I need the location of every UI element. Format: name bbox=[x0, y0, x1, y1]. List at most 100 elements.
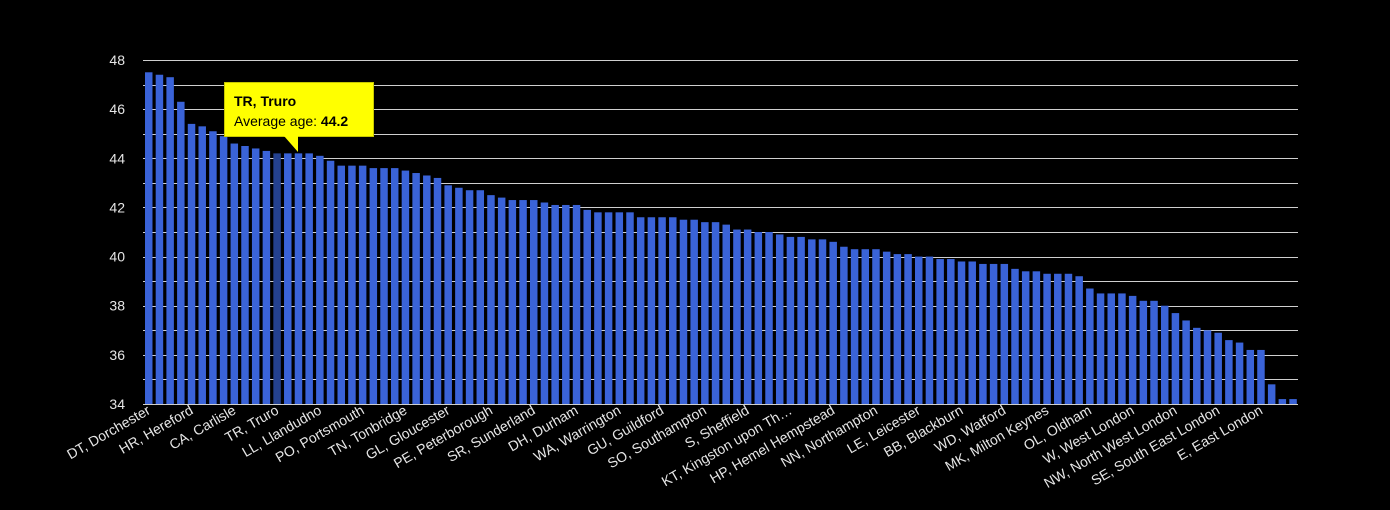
bar[interactable] bbox=[786, 236, 795, 404]
bar[interactable] bbox=[872, 249, 880, 404]
bar[interactable] bbox=[326, 160, 335, 404]
bar[interactable] bbox=[1107, 293, 1115, 404]
bar[interactable] bbox=[316, 155, 324, 404]
bar[interactable] bbox=[1182, 320, 1190, 404]
bar[interactable] bbox=[294, 153, 303, 404]
bar[interactable] bbox=[947, 259, 955, 404]
bar[interactable] bbox=[155, 74, 164, 405]
bar[interactable] bbox=[166, 77, 174, 404]
bar[interactable] bbox=[369, 168, 378, 404]
bar[interactable] bbox=[444, 185, 452, 404]
bar[interactable] bbox=[840, 246, 848, 404]
bar[interactable] bbox=[1203, 330, 1212, 404]
bar[interactable] bbox=[540, 202, 549, 404]
bar[interactable] bbox=[1171, 313, 1180, 404]
bar[interactable] bbox=[936, 259, 944, 404]
bar[interactable] bbox=[743, 229, 752, 404]
bar[interactable] bbox=[1043, 273, 1051, 404]
bar[interactable] bbox=[1267, 384, 1276, 404]
bar[interactable] bbox=[818, 239, 827, 404]
bar[interactable] bbox=[701, 222, 709, 404]
bar[interactable] bbox=[915, 256, 923, 404]
bar[interactable] bbox=[508, 200, 517, 404]
bar[interactable] bbox=[979, 263, 987, 404]
bar[interactable] bbox=[1289, 399, 1297, 404]
bar[interactable] bbox=[412, 173, 420, 404]
bar[interactable] bbox=[1257, 349, 1265, 404]
bar[interactable] bbox=[423, 175, 431, 404]
bar[interactable] bbox=[1011, 268, 1019, 404]
bar[interactable] bbox=[957, 261, 966, 404]
bar[interactable] bbox=[679, 219, 688, 404]
bar[interactable] bbox=[1139, 300, 1148, 404]
bar[interactable] bbox=[1128, 295, 1137, 404]
bar[interactable] bbox=[380, 168, 388, 404]
bar[interactable] bbox=[241, 146, 249, 404]
bar[interactable] bbox=[1150, 300, 1158, 404]
bar[interactable] bbox=[636, 217, 645, 404]
bar[interactable] bbox=[925, 256, 934, 404]
bar[interactable] bbox=[337, 165, 345, 404]
bar[interactable] bbox=[1214, 332, 1222, 404]
bar[interactable] bbox=[1118, 293, 1126, 404]
bar[interactable] bbox=[209, 131, 217, 404]
bar[interactable] bbox=[1054, 273, 1062, 404]
bar[interactable] bbox=[497, 197, 506, 404]
bar[interactable] bbox=[358, 165, 367, 404]
bar[interactable] bbox=[519, 200, 527, 404]
bar[interactable] bbox=[1096, 293, 1105, 404]
bar[interactable] bbox=[1021, 271, 1030, 404]
bar[interactable] bbox=[433, 177, 442, 404]
bar[interactable] bbox=[626, 212, 634, 404]
bar[interactable] bbox=[893, 254, 902, 404]
bar-highlighted[interactable] bbox=[273, 153, 281, 404]
bar[interactable] bbox=[658, 217, 666, 404]
bar[interactable] bbox=[262, 150, 271, 404]
bar[interactable] bbox=[177, 101, 185, 405]
bar[interactable] bbox=[829, 241, 837, 404]
bar[interactable] bbox=[861, 249, 870, 404]
bar[interactable] bbox=[230, 143, 239, 405]
bar[interactable] bbox=[711, 222, 720, 404]
bar[interactable] bbox=[198, 126, 206, 404]
bar[interactable] bbox=[305, 153, 313, 404]
bar[interactable] bbox=[390, 168, 399, 404]
bar[interactable] bbox=[401, 170, 410, 404]
bar[interactable] bbox=[775, 234, 784, 404]
bar[interactable] bbox=[251, 148, 260, 404]
bar[interactable] bbox=[754, 232, 763, 404]
bar[interactable] bbox=[989, 263, 998, 404]
bar[interactable] bbox=[187, 123, 196, 404]
bar[interactable] bbox=[1160, 305, 1169, 404]
bar[interactable] bbox=[348, 165, 356, 404]
bar[interactable] bbox=[968, 261, 976, 404]
bar[interactable] bbox=[722, 224, 730, 404]
bar[interactable] bbox=[562, 204, 570, 404]
bar[interactable] bbox=[604, 212, 613, 404]
bar[interactable] bbox=[690, 219, 698, 404]
bar[interactable] bbox=[219, 136, 228, 405]
bar[interactable] bbox=[1086, 288, 1094, 404]
bar[interactable] bbox=[1032, 271, 1041, 404]
bar[interactable] bbox=[551, 204, 559, 404]
bar[interactable] bbox=[487, 195, 495, 404]
bar[interactable] bbox=[1235, 342, 1244, 404]
bar[interactable] bbox=[797, 236, 805, 404]
bar[interactable] bbox=[455, 187, 463, 404]
bar[interactable] bbox=[284, 153, 292, 404]
bar[interactable] bbox=[1225, 340, 1233, 404]
bar[interactable] bbox=[572, 204, 581, 404]
bar[interactable] bbox=[1278, 399, 1287, 404]
bar[interactable] bbox=[145, 72, 153, 404]
bar[interactable] bbox=[1075, 276, 1083, 404]
bar[interactable] bbox=[669, 217, 677, 404]
bar[interactable] bbox=[733, 229, 741, 404]
bar[interactable] bbox=[1064, 273, 1073, 404]
bar[interactable] bbox=[1000, 263, 1009, 404]
bar[interactable] bbox=[465, 190, 474, 404]
bar[interactable] bbox=[476, 190, 485, 404]
bar[interactable] bbox=[647, 217, 656, 404]
bar[interactable] bbox=[615, 212, 624, 404]
bar[interactable] bbox=[765, 232, 773, 404]
bar[interactable] bbox=[850, 249, 859, 404]
